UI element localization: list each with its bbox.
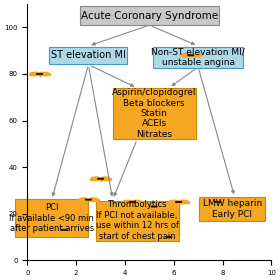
FancyBboxPatch shape bbox=[113, 88, 196, 139]
FancyBboxPatch shape bbox=[49, 47, 127, 64]
Text: Aspirin/clopidogrel
Beta blockers
Statin
ACEIs
Nitrates: Aspirin/clopidogrel Beta blockers Statin… bbox=[112, 88, 197, 139]
FancyBboxPatch shape bbox=[153, 47, 243, 68]
Text: LMW heparin
Early PCI: LMW heparin Early PCI bbox=[203, 199, 262, 219]
Circle shape bbox=[151, 206, 157, 207]
Text: PCI
If available <90 min
after patient arrives: PCI If available <90 min after patient a… bbox=[9, 203, 94, 233]
FancyBboxPatch shape bbox=[15, 199, 88, 237]
Text: Non-ST elevation MI/
unstable angina: Non-ST elevation MI/ unstable angina bbox=[151, 48, 245, 67]
Text: ST elevation MI: ST elevation MI bbox=[51, 50, 126, 60]
Text: Acute Coronary Syndrome: Acute Coronary Syndrome bbox=[81, 11, 218, 21]
FancyBboxPatch shape bbox=[96, 200, 179, 241]
Circle shape bbox=[97, 178, 104, 179]
Circle shape bbox=[85, 199, 92, 200]
Circle shape bbox=[188, 55, 194, 56]
FancyBboxPatch shape bbox=[199, 197, 265, 221]
Text: Thrombolytics
If PCI not available,
use within 12 hrs of
start of chest pain: Thrombolytics If PCI not available, use … bbox=[96, 200, 179, 241]
FancyBboxPatch shape bbox=[80, 6, 219, 25]
